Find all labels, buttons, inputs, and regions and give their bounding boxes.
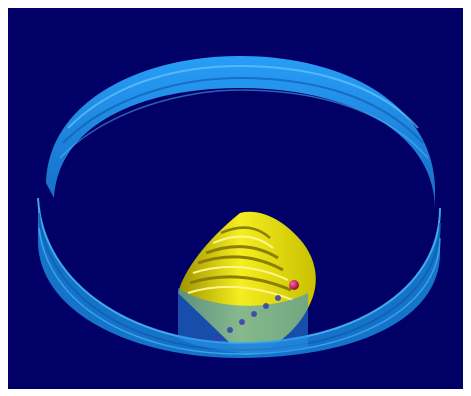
- trajectory-trail: [215, 295, 281, 341]
- ring-front: [37, 197, 441, 358]
- trail-dot: [227, 327, 233, 333]
- trail-dot: [263, 303, 269, 309]
- trail-dot: [275, 295, 281, 301]
- trail-dot: [215, 335, 221, 341]
- ring-back: [46, 56, 435, 208]
- marker-sphere[interactable]: [289, 280, 299, 290]
- trail-dot: [239, 319, 245, 325]
- trail-dot: [251, 311, 257, 317]
- 3d-scene: [8, 8, 463, 389]
- 3d-viewport[interactable]: [8, 8, 463, 389]
